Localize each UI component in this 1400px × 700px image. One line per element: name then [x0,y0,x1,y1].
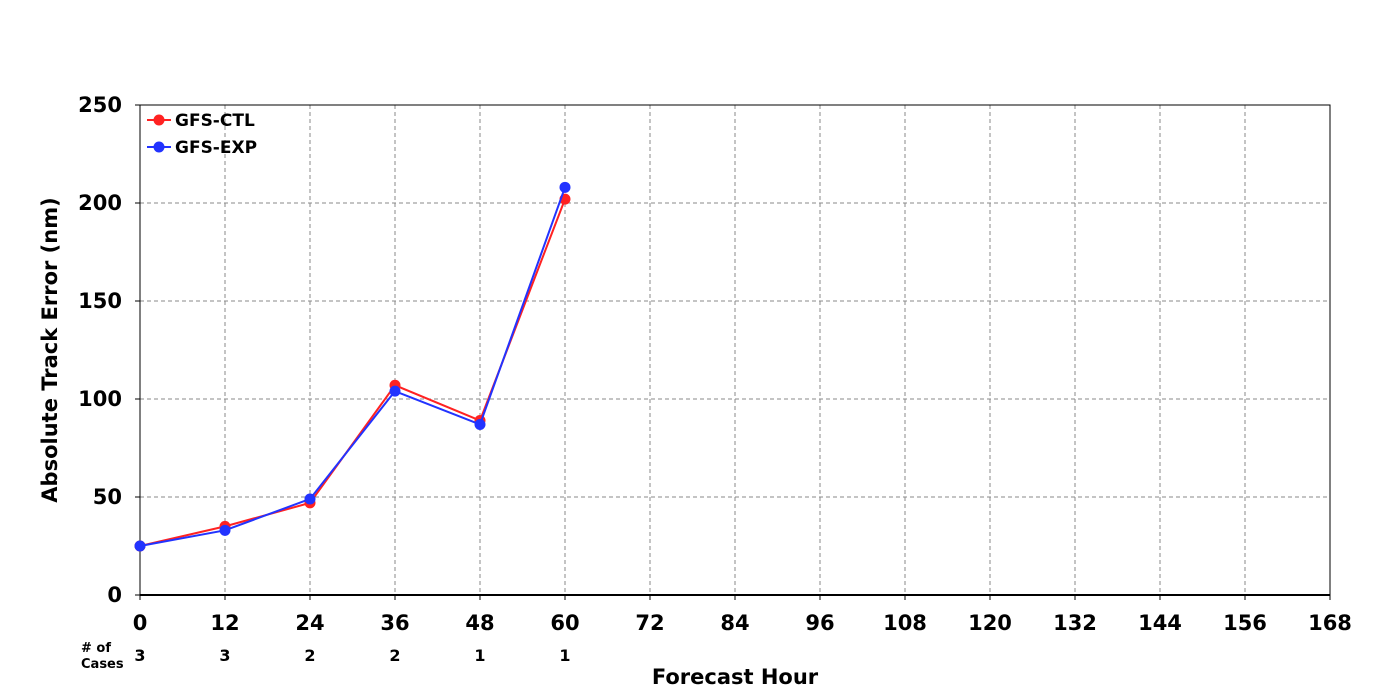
grid-lines [140,105,1330,595]
legend: GFS-CTL GFS-EXP [147,111,257,158]
x-tick-label: 168 [1308,611,1352,635]
x-tick-label: 156 [1223,611,1267,635]
cases-label-line1: # of [81,641,111,656]
y-axis-label: Absolute Track Error (nm) [38,197,62,502]
cases-value: 2 [389,646,400,665]
x-tick-label: 12 [210,611,239,635]
x-tick-label: 48 [465,611,494,635]
cases-value: 2 [304,646,315,665]
cases-label-line2: Cases [81,657,124,672]
y-axis-ticks: 0 50 100 150 200 250 [78,93,140,607]
data-point-gfs-exp [559,181,571,193]
x-axis-label: Forecast Hour [652,665,819,689]
y-tick-label: 0 [107,583,122,607]
x-tick-label: 0 [133,611,148,635]
cases-value: 3 [219,646,230,665]
y-tick-label: 100 [78,387,122,411]
x-tick-label: 72 [635,611,664,635]
data-point-gfs-exp [389,385,401,397]
legend-marker-gfs-exp [153,141,165,153]
data-point-gfs-exp [219,524,231,536]
y-tick-label: 200 [78,191,122,215]
cases-value: 1 [559,646,570,665]
x-tick-label: 132 [1053,611,1097,635]
x-tick-label: 108 [883,611,927,635]
legend-label-gfs-ctl: GFS-CTL [175,111,255,131]
x-tick-label: 84 [720,611,749,635]
cases-value: 3 [134,646,145,665]
y-tick-label: 50 [93,485,122,509]
legend-marker-gfs-ctl [153,114,165,126]
cases-row: # of Cases 3 3 2 2 1 1 [81,641,571,672]
data-point-gfs-exp [304,493,316,505]
series-line-gfs-exp [139,186,566,547]
cases-value: 1 [474,646,485,665]
data-point-gfs-exp [134,540,146,552]
x-axis-ticks: 0 12 24 36 48 60 72 84 96 108 120 132 144 156 168 [133,595,1352,635]
x-tick-label: 24 [295,611,324,635]
x-tick-label: 60 [550,611,579,635]
y-tick-label: 150 [78,289,122,313]
legend-label-gfs-exp: GFS-EXP [175,138,257,158]
series-layer [134,181,571,552]
x-tick-label: 96 [805,611,834,635]
x-tick-label: 120 [968,611,1012,635]
series-line-gfs-ctl [139,198,566,547]
y-tick-label: 250 [78,93,122,117]
data-point-gfs-exp [474,418,486,430]
x-tick-label: 144 [1138,611,1182,635]
x-tick-label: 36 [380,611,409,635]
